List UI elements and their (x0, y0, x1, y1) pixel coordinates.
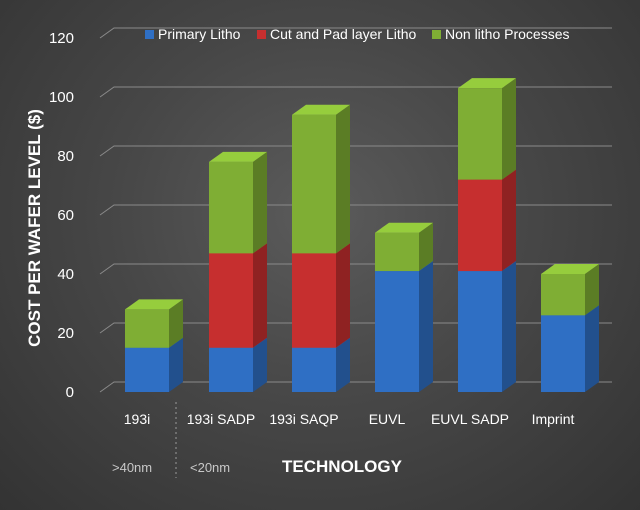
legend: Primary Litho Cut and Pad layer Litho Non … (145, 26, 570, 42)
legend-item: Primary Litho (145, 26, 241, 42)
legend-swatch (432, 30, 441, 39)
group-label-new: <20nm (190, 460, 230, 475)
bar-segment (125, 299, 183, 348)
y-tick-labels: 0 20 40 60 80 100 120 (49, 30, 74, 401)
bar-segment (458, 78, 516, 180)
legend-label: Cut and Pad layer Litho (270, 26, 417, 42)
bar-segment (541, 305, 599, 392)
gridline (99, 27, 612, 39)
x-axis-title: TECHNOLOGY (282, 457, 403, 476)
legend-swatch (257, 30, 266, 39)
bar-stack (541, 264, 599, 392)
y-tick-label: 20 (57, 325, 74, 342)
bar-segment (292, 104, 350, 254)
bar-stack (125, 299, 183, 392)
gridline (99, 204, 612, 216)
bar-segment (209, 243, 267, 348)
y-axis-title: COST PER WAFER LEVEL ($) (25, 109, 44, 347)
bar-stack (209, 151, 267, 392)
x-tick-label: EUVL SADP (431, 411, 509, 427)
gridline (99, 381, 612, 393)
bar-stack (375, 222, 433, 392)
bar-segment (209, 151, 267, 254)
bar-segment (292, 243, 350, 348)
bar-segment (375, 222, 433, 272)
bar-stack (292, 104, 350, 392)
gridline (99, 263, 612, 275)
y-tick-label: 100 (49, 89, 74, 106)
legend-item: Non litho Processes (432, 26, 570, 42)
bars (125, 78, 599, 392)
x-tick-label: 193i SADP (187, 411, 255, 427)
y-tick-label: 40 (57, 266, 74, 283)
y-tick-label: 0 (66, 384, 74, 401)
x-tick-labels: 193i 193i SADP 193i SAQP EUVL EUVL SADP Impri… (124, 411, 575, 427)
bar-segment (541, 264, 599, 316)
bar-segment (458, 261, 516, 392)
x-tick-label: 193i SAQP (269, 411, 338, 427)
bar-segment (375, 261, 433, 392)
legend-label: Primary Litho (158, 26, 241, 42)
gridlines (99, 27, 612, 393)
gridline (99, 322, 612, 334)
x-tick-label: Imprint (532, 411, 575, 427)
legend-swatch (145, 30, 154, 39)
y-tick-label: 60 (57, 207, 74, 224)
gridline (99, 145, 612, 157)
legend-label: Non litho Processes (445, 26, 570, 42)
group-label-old: >40nm (112, 460, 152, 475)
gridline (99, 86, 612, 98)
y-tick-label: 80 (57, 148, 74, 165)
legend-item: Cut and Pad layer Litho (257, 26, 417, 42)
bar-stack (458, 78, 516, 392)
y-tick-label: 120 (49, 30, 74, 47)
bar-segment (458, 169, 516, 272)
x-tick-label: 193i (124, 411, 150, 427)
x-tick-label: EUVL (369, 411, 406, 427)
